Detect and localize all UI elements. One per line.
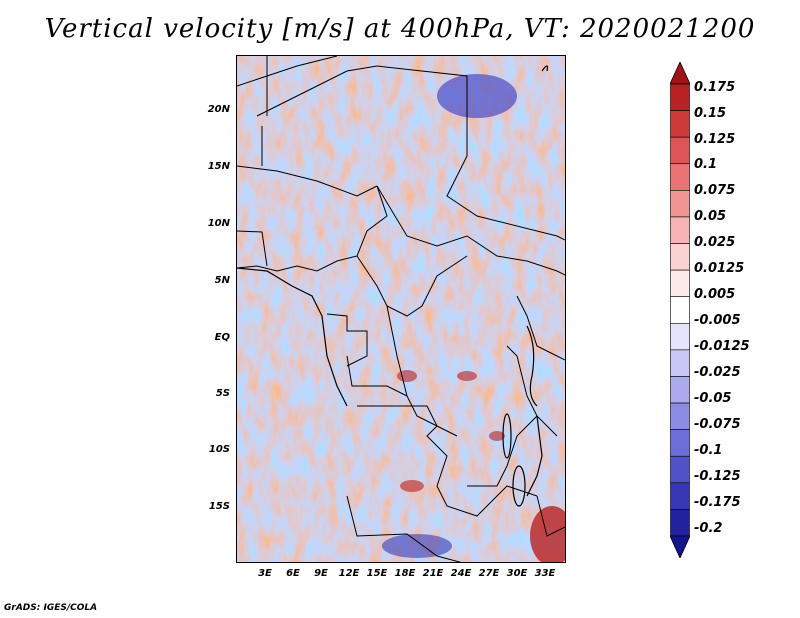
lon-tick-label: 33E bbox=[534, 568, 556, 579]
colorbar-segment bbox=[670, 269, 690, 298]
colorbar-label: -0.1 bbox=[694, 443, 723, 458]
colorbar-label: -0.05 bbox=[694, 391, 732, 406]
field-texture bbox=[237, 56, 565, 562]
colorbar-label: -0.025 bbox=[694, 365, 741, 380]
lon-tick-label: 30E bbox=[506, 568, 528, 579]
lat-tick-label: EQ bbox=[214, 332, 230, 343]
colorbar-segment bbox=[670, 163, 690, 191]
colorbar-label: 0.005 bbox=[694, 287, 736, 302]
colorbar-label: 0.15 bbox=[694, 106, 727, 121]
lon-tick-label: 12E bbox=[338, 568, 360, 579]
colorbar-segment bbox=[670, 83, 690, 111]
map-panel bbox=[236, 55, 566, 563]
colorbar-label: 0.075 bbox=[694, 183, 736, 198]
map-title: Vertical velocity [m/s] at 400hPa, VT: 2… bbox=[44, 14, 756, 44]
colorbar-segment bbox=[670, 376, 690, 404]
country-borders bbox=[237, 56, 565, 562]
updraft-cell bbox=[397, 370, 417, 382]
colorbar-label: -0.005 bbox=[694, 313, 741, 328]
lon-tick-label: 6E bbox=[286, 568, 300, 579]
velocity-field bbox=[237, 56, 565, 562]
coastline-and-lakes bbox=[237, 65, 549, 507]
lat-tick-label: 20N bbox=[207, 104, 230, 115]
colorbar-label: 0.025 bbox=[694, 235, 736, 250]
colorbar-segment bbox=[670, 243, 690, 271]
lat-tick-label: 5N bbox=[214, 275, 230, 286]
strong-ascent-region bbox=[437, 74, 517, 118]
updraft-cell bbox=[457, 371, 477, 381]
colorbar-label: -0.075 bbox=[694, 417, 741, 432]
lon-tick-label: 18E bbox=[394, 568, 416, 579]
colorbar-segment bbox=[670, 349, 690, 377]
colorbar-segment bbox=[670, 190, 690, 218]
lon-tick-label: 21E bbox=[422, 568, 444, 579]
lat-tick-label: 15N bbox=[207, 161, 230, 172]
lat-tick-label: 5S bbox=[215, 388, 230, 399]
colorbar-label: 0.0125 bbox=[694, 261, 745, 276]
colorbar-segment bbox=[670, 509, 690, 537]
lon-tick-label: 15E bbox=[366, 568, 388, 579]
updraft-cell bbox=[400, 480, 424, 492]
strong-updraft-region bbox=[530, 506, 565, 562]
colorbar-segment bbox=[670, 296, 690, 324]
colorbar-segment bbox=[670, 216, 690, 244]
colorbar-label: -0.175 bbox=[694, 495, 741, 510]
lon-tick-label: 9E bbox=[314, 568, 328, 579]
colorbar-label: -0.2 bbox=[694, 521, 723, 536]
colorbar-label: 0.175 bbox=[694, 80, 736, 95]
colorbar-top-arrow bbox=[670, 62, 690, 85]
colorbar-label: 0.125 bbox=[694, 132, 736, 147]
colorbar-segment bbox=[670, 110, 690, 138]
colorbar bbox=[670, 62, 690, 558]
lon-tick-label: 27E bbox=[478, 568, 500, 579]
colorbar-label: -0.125 bbox=[694, 469, 741, 484]
strong-descent-region bbox=[382, 534, 452, 558]
colorbar-segment bbox=[670, 402, 690, 430]
grads-credit: GrADS: IGES/COLA bbox=[4, 603, 98, 613]
colorbar-label: 0.1 bbox=[694, 157, 718, 172]
colorbar-segment bbox=[670, 322, 690, 351]
colorbar-label: -0.0125 bbox=[694, 339, 750, 354]
colorbar-bottom-arrow bbox=[670, 535, 690, 558]
lat-tick-label: 10N bbox=[207, 218, 230, 229]
lat-tick-label: 10S bbox=[208, 444, 230, 455]
colorbar-label: 0.05 bbox=[694, 209, 727, 224]
colorbar-segment bbox=[670, 429, 690, 457]
lon-tick-label: 24E bbox=[450, 568, 472, 579]
updraft-cell bbox=[489, 431, 505, 441]
colorbar-segment bbox=[670, 455, 690, 484]
lon-tick-label: 3E bbox=[258, 568, 272, 579]
colorbar-segment bbox=[670, 482, 690, 510]
colorbar-segment bbox=[670, 136, 690, 165]
lat-tick-label: 15S bbox=[208, 501, 230, 512]
